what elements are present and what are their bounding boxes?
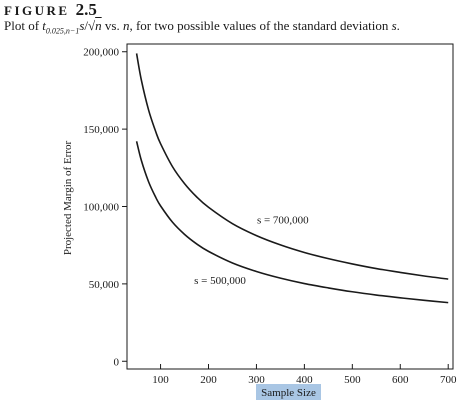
annotation-label: s = 500,000 [194,275,246,287]
x-tick-label: 200 [200,374,217,386]
y-tick-label: 200,000 [83,47,119,59]
annotation-label: s = 700,000 [257,215,309,227]
annotation-layer: s = 700,000 s = 500,000 [194,215,309,287]
series-layer [135,53,449,304]
caption-s: s [79,18,85,33]
caption-sqrt-sign: √ [88,18,96,33]
series-line-1 [135,53,449,280]
series-line-2 [135,141,449,304]
y-tick-label: 0 [114,356,120,368]
plot-frame [126,43,454,370]
x-axis-title-highlight [256,384,321,400]
y-tick-label: 50,000 [89,279,120,291]
x-tick-label: 700 [440,374,457,386]
caption-t: t [42,18,46,33]
figure-number: 2.5 [75,0,97,19]
caption-end: . [396,18,400,33]
y-tick-label: 100,000 [83,202,119,214]
caption-suffix: , for two possible values of the standar… [129,18,392,33]
y-axis: 0 50,000 100,000 150,000 200,000 [83,47,127,368]
x-tick-label: 300 [248,374,265,386]
x-tick-label: 100 [152,374,169,386]
x-axis-title: Sample Size [261,387,316,399]
caption-n: n [95,18,102,33]
caption-subscript: 0.025,n−1 [45,26,80,36]
caption-prefix: Plot of [4,18,43,33]
x-tick-label: 400 [296,374,313,386]
caption-vs: vs. [101,18,123,33]
x-axis: 100 200 300 400 500 600 700 [152,364,457,386]
figure-label: FIGURE [4,3,70,18]
caption-s2: s [391,18,397,33]
figure-caption: Plot of t0.025,n−1s/√n vs. n, for two po… [4,18,400,36]
caption-n2: n [122,18,130,33]
y-tick-label: 150,000 [83,124,119,136]
x-tick-label: 500 [344,374,361,386]
x-tick-label: 600 [392,374,409,386]
y-axis-title: Projected Margin of Error [62,140,74,255]
figure-header: FIGURE 2.5 [4,0,97,20]
caption-slash: / [84,18,89,33]
